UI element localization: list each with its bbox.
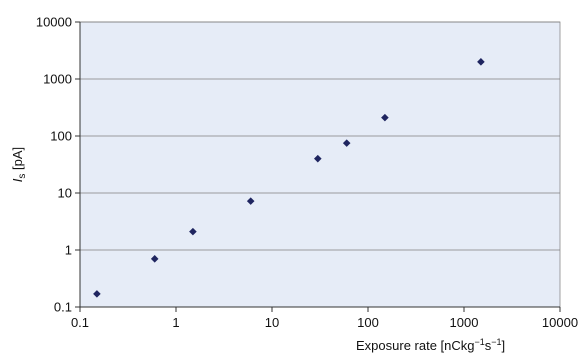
- data-point: [150, 255, 159, 263]
- x-tick-label: 0.1: [71, 315, 89, 330]
- data-point: [189, 227, 197, 236]
- x-tick-label: 10: [265, 315, 279, 330]
- x-tick-label: 1: [172, 315, 179, 330]
- x-tick-label: 100: [357, 315, 379, 330]
- x-tick-label: 10000: [542, 315, 578, 330]
- data-point: [381, 113, 389, 122]
- data-point: [477, 58, 485, 66]
- y-tick-label: 10: [58, 186, 72, 201]
- data-points: [93, 58, 485, 298]
- grid-lines: [80, 21, 560, 251]
- axis-ticks: 0.1 1 10 100 1000 10000 0.1 1 10 100 1000 10000: [36, 15, 578, 331]
- data-point: [314, 154, 322, 163]
- y-tick-label: 0.1: [54, 300, 72, 315]
- y-tick-label: 10000: [36, 15, 72, 30]
- y-tick-label: 100: [50, 129, 72, 144]
- x-tick-label: 1000: [450, 315, 479, 330]
- x-axis-title: Exposure rate [nCkg−1s−1]: [356, 337, 505, 353]
- y-tick-label: 1000: [43, 72, 72, 87]
- data-point: [93, 290, 101, 298]
- y-axis-title: Is [pA]: [10, 147, 28, 182]
- data-point: [342, 139, 351, 147]
- plot-area: [79, 21, 561, 308]
- data-point: [246, 197, 255, 205]
- y-tick-label: 1: [65, 243, 72, 258]
